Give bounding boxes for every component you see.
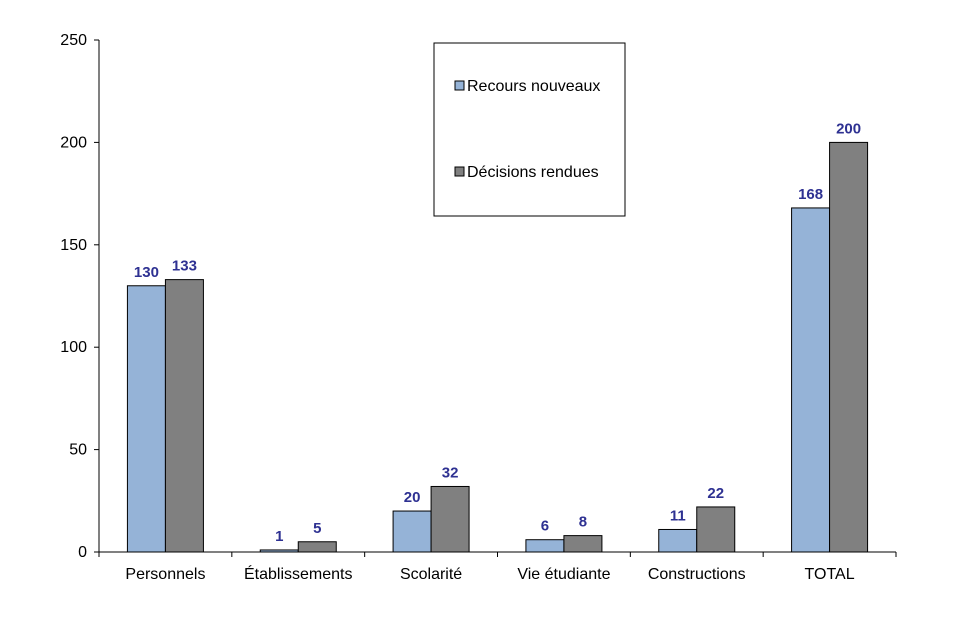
data-label: 168 — [798, 186, 823, 203]
data-label: 6 — [541, 518, 549, 535]
bar-decisions-rendues — [829, 141, 869, 553]
bar-recours-nouveaux — [525, 539, 565, 553]
y-tick-label: 50 — [69, 442, 87, 459]
y-tick-label: 0 — [78, 544, 87, 561]
x-tick-label: Vie étudiante — [517, 566, 610, 583]
y-tick-label: 150 — [60, 237, 87, 254]
data-label: 20 — [404, 489, 421, 506]
legend: Recours nouveaux Décisions rendues — [433, 42, 626, 217]
data-label: 133 — [172, 258, 197, 275]
bar-decisions-rendues — [164, 279, 204, 553]
bar-recours-nouveaux — [259, 549, 299, 553]
legend-box — [433, 42, 626, 217]
data-label: 8 — [579, 514, 587, 531]
bar-recours-nouveaux — [126, 285, 166, 553]
x-tick-label: Personnels — [125, 566, 205, 583]
data-label: 1 — [275, 528, 283, 545]
y-tick-label: 250 — [60, 32, 87, 49]
bar-decisions-rendues — [297, 541, 337, 553]
legend-label: Recours nouveaux — [467, 78, 600, 95]
data-label: 11 — [670, 507, 686, 524]
bars — [126, 141, 869, 553]
legend-swatch — [454, 80, 465, 91]
bar-recours-nouveaux — [392, 510, 432, 553]
legend-swatch — [454, 166, 465, 177]
bar-decisions-rendues — [563, 535, 603, 553]
y-tick-label: 100 — [60, 339, 87, 356]
data-label: 22 — [707, 485, 724, 502]
bar-recours-nouveaux — [658, 528, 698, 553]
legend-label: Décisions rendues — [467, 164, 599, 181]
bar-decisions-rendues — [430, 485, 470, 553]
x-tick-label: Constructions — [648, 566, 746, 583]
data-label: 200 — [836, 120, 861, 137]
bar-recours-nouveaux — [791, 207, 831, 553]
data-label: 5 — [313, 520, 321, 537]
x-tick-label: Scolarité — [400, 566, 462, 583]
bar-decisions-rendues — [696, 506, 736, 553]
x-tick-label: Établissements — [244, 564, 353, 583]
data-labels: 130 133 1 5 20 32 6 8 11 22 168 200 — [134, 120, 861, 545]
data-label: 32 — [442, 464, 459, 481]
x-tick-label: TOTAL — [805, 566, 855, 583]
data-label: 130 — [134, 264, 159, 281]
axes: 0 50 100 150 200 250 Personnels Établissements S… — [60, 32, 897, 583]
y-tick-label: 200 — [60, 134, 87, 151]
